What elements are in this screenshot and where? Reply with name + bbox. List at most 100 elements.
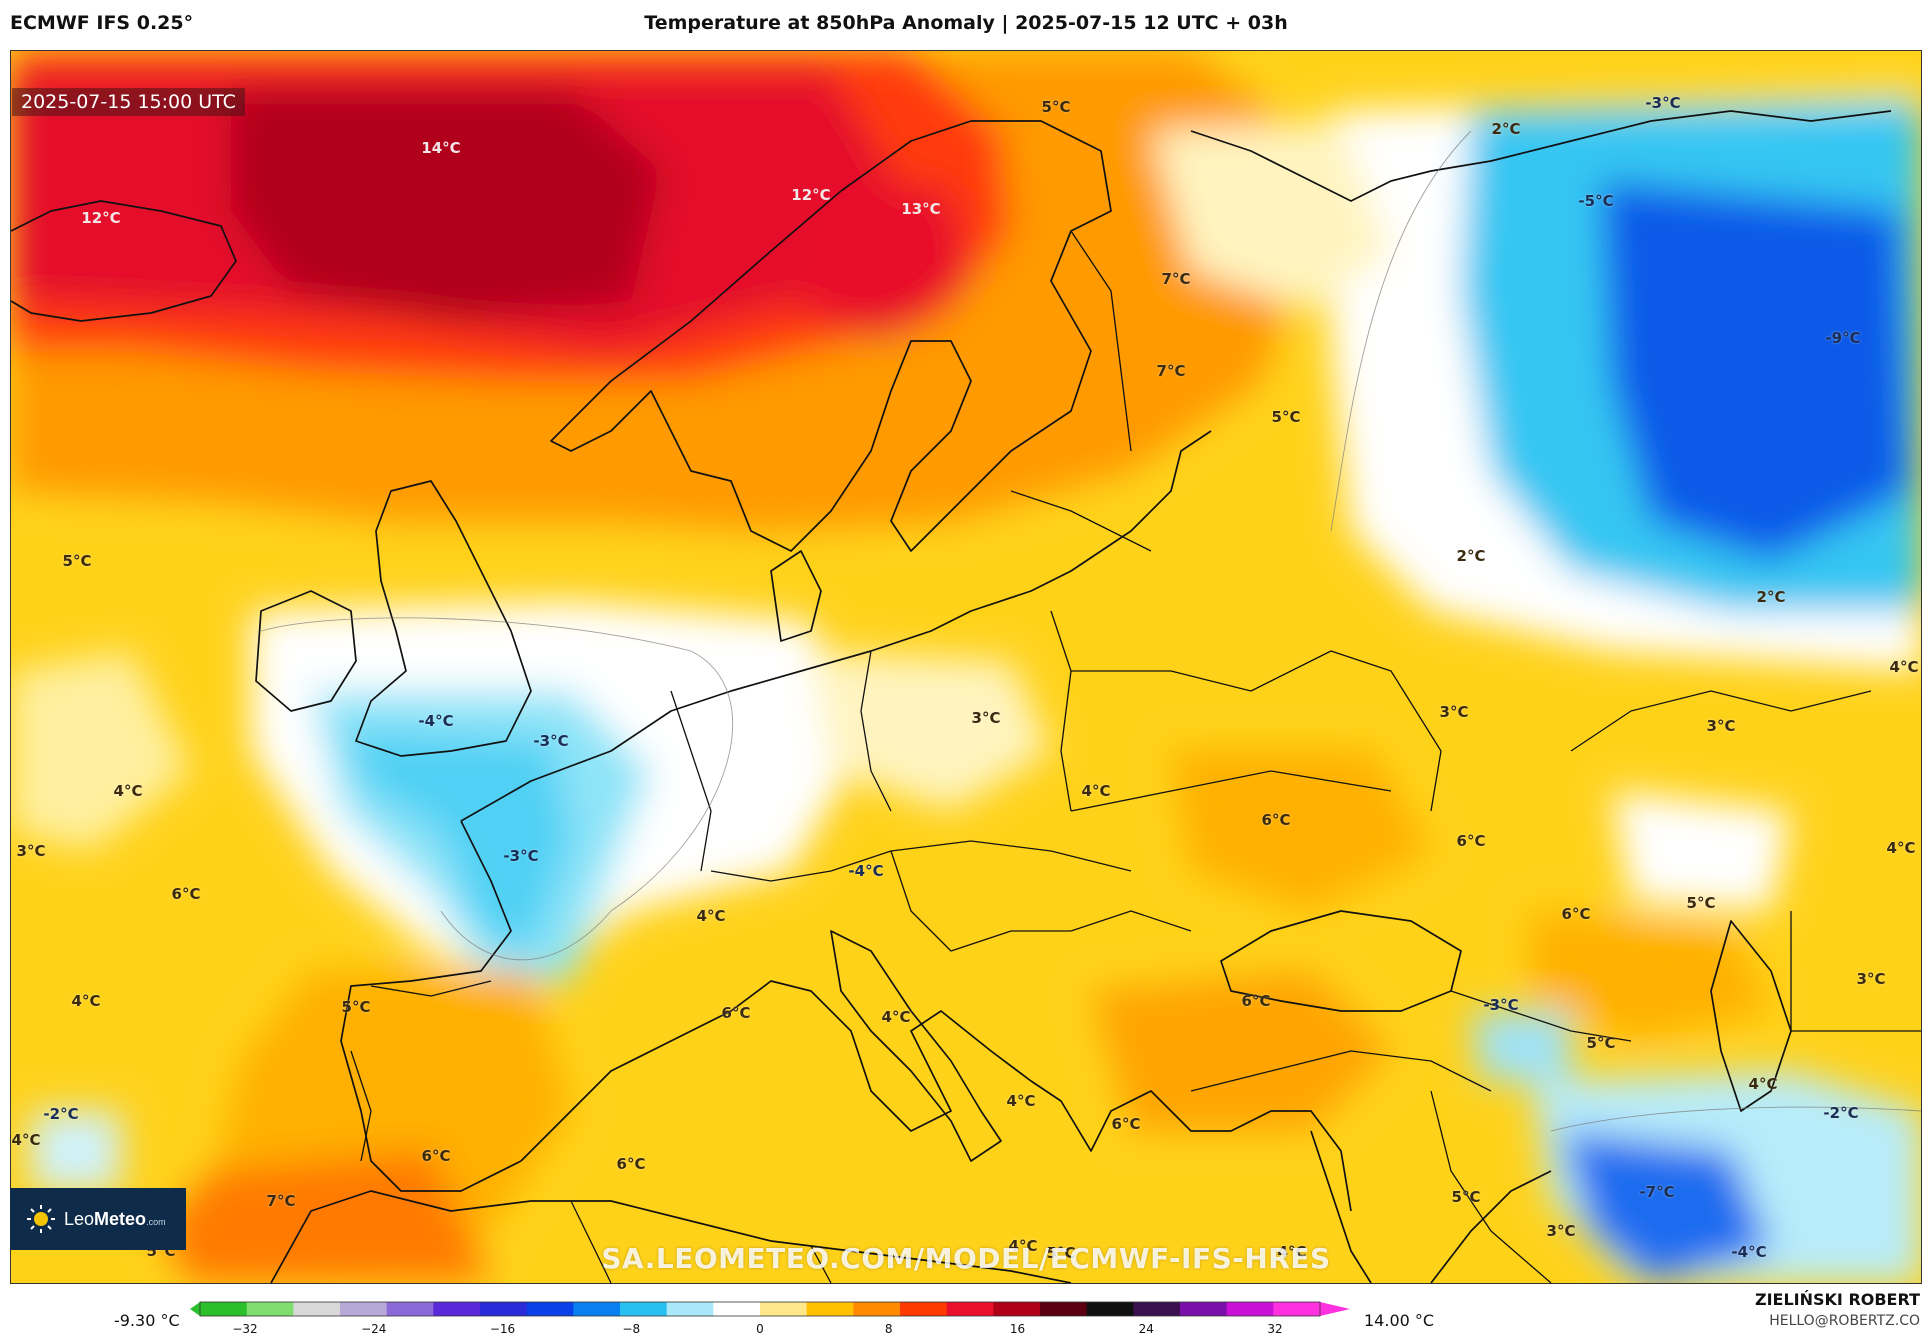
temperature-label: 2°C: [1491, 120, 1521, 138]
temperature-label: 5°C: [62, 552, 92, 570]
temperature-label: 13°C: [901, 200, 941, 218]
border-north-africa: [570, 1200, 612, 1283]
colorbar-high-arrow: [1320, 1302, 1350, 1316]
coast-levant: [1310, 1130, 1372, 1283]
colorbar-min-label: -9.30 °C: [114, 1311, 180, 1330]
border-russia-west: [1250, 650, 1442, 812]
cold-patch-caucasus: [1471, 1011, 1571, 1081]
colorbar-segment: [1040, 1302, 1088, 1316]
temperature-label: -4°C: [1731, 1243, 1767, 1261]
colorbar: [190, 1301, 1350, 1317]
temperature-label: 4°C: [1081, 782, 1111, 800]
temperature-label: -2°C: [43, 1105, 79, 1123]
colorbar-max-label: 14.00 °C: [1364, 1311, 1435, 1330]
hot-core-west: [231, 91, 661, 321]
temperature-label: 5°C: [1041, 98, 1071, 116]
coast-iceland: [11, 200, 237, 322]
border-kazakhstan: [1570, 690, 1872, 752]
coast-mediterranean-north: [520, 980, 1352, 1212]
temperature-label: 2°C: [1756, 588, 1786, 606]
temperature-label: -5°C: [1578, 192, 1614, 210]
colorbar-segment: [946, 1302, 994, 1316]
temperature-label: -2°C: [1823, 1104, 1859, 1122]
colorbar-tick-label: −32: [232, 1322, 258, 1336]
temperature-label: 6°C: [1456, 832, 1486, 850]
warm-blob-northafrica: [161, 1151, 491, 1283]
cold-patch-morocco: [31, 1111, 121, 1191]
border-poland-east: [1050, 610, 1072, 812]
temperature-label: 6°C: [171, 885, 201, 903]
colorbar-segment: [713, 1302, 761, 1316]
temperature-label: 4°C: [1886, 839, 1916, 857]
temperature-label: 12°C: [791, 186, 831, 204]
border-france-germany: [670, 690, 712, 872]
colorbar-segment: [853, 1302, 901, 1316]
colorbar-segment: [480, 1302, 528, 1316]
colorbar-segment: [760, 1302, 808, 1316]
temperature-label: 6°C: [1111, 1115, 1141, 1133]
chart-title: Temperature at 850hPa Anomaly | 2025-07-…: [644, 12, 1288, 34]
border-spain-portugal: [350, 1050, 372, 1162]
author-email[interactable]: HELLO@ROBERTZ.CO: [1769, 1313, 1920, 1329]
colorbar-tick-label: 0: [756, 1322, 764, 1336]
temperature-label: 6°C: [616, 1155, 646, 1173]
source-url-watermark: SA.LEOMETEO.COM/MODEL/ECMWF-IFS-HRES: [601, 1242, 1331, 1275]
white-patch-nrussia: [1151, 121, 1391, 311]
temperature-label: 2°C: [1456, 547, 1486, 565]
colorbar-tick-label: 16: [1009, 1322, 1026, 1336]
temperature-label: 6°C: [1241, 992, 1271, 1010]
model-name: ECMWF IFS 0.25°: [10, 12, 194, 34]
temperature-label: 4°C: [1748, 1075, 1778, 1093]
temperature-label: -7°C: [1639, 1183, 1675, 1201]
colorbar-segment: [246, 1302, 294, 1316]
colorbar-segment: [573, 1302, 621, 1316]
border-baltics: [1010, 490, 1152, 552]
border-spain-france: [370, 980, 492, 997]
map-panel[interactable]: 14°C 12°C 12°C 13°C 5°C 7°C 7°C 5°C 2°C -3°C -5°C -…: [10, 50, 1922, 1284]
colorbar-segment: [1180, 1302, 1228, 1316]
temperature-label: -4°C: [418, 712, 454, 730]
temperature-label: 6°C: [421, 1147, 451, 1165]
coast-italy: [830, 930, 1002, 1162]
coast-continent-north: [460, 430, 1212, 822]
temperature-label: 4°C: [113, 782, 143, 800]
leometeo-logo[interactable]: LeoMeteo.com: [10, 1188, 186, 1250]
author-credit: ZIELIŃSKI ROBERT: [1754, 1290, 1920, 1309]
border-balkans: [890, 850, 1192, 952]
colorbar-tick-label: −16: [489, 1322, 516, 1336]
colorbar-tick-label: 24: [1138, 1322, 1154, 1336]
colorbar-segment: [1273, 1302, 1321, 1316]
colorbar-segment: [993, 1302, 1041, 1316]
cold-core-northeast: [1601, 181, 1911, 561]
temperature-label: -4°C: [848, 862, 884, 880]
isotherm-zero-southeast: [1550, 1106, 1921, 1132]
coast-scandinavia: [550, 120, 1112, 552]
colorbar-segment: [666, 1302, 714, 1316]
temperature-label: -3°C: [503, 847, 539, 865]
border-russia-finland: [1070, 230, 1132, 452]
anomaly-shading: [11, 51, 1921, 1283]
colorbar-segment: [1086, 1302, 1134, 1316]
temperature-label: 4°C: [1889, 658, 1919, 676]
warm-blob-caspian: [1531, 911, 1771, 1041]
border-box-central-asia: [1790, 911, 1921, 1032]
colorbar-tick-label: 32: [1267, 1322, 1283, 1336]
colorbar-tick-label: −8: [622, 1322, 641, 1336]
temperature-label: 3°C: [1856, 970, 1886, 988]
colorbar-segment: [1226, 1302, 1274, 1316]
temperature-label: 4°C: [881, 1008, 911, 1026]
colorbar-segment: [900, 1302, 948, 1316]
cold-core-southeast: [1561, 1131, 1771, 1283]
temperature-label: 6°C: [721, 1004, 751, 1022]
colorbar-segment: [293, 1302, 341, 1316]
colorbar-tick-label: 8: [884, 1322, 893, 1336]
coast-ireland: [255, 590, 357, 712]
border-ukraine-north: [1070, 770, 1392, 812]
coast-caspian: [1710, 920, 1792, 1112]
border-caucasus: [1450, 990, 1632, 1042]
temperature-label: 3°C: [1706, 717, 1736, 735]
coast-continent-west: [340, 820, 522, 1192]
colorbar-tick-label: −24: [361, 1322, 387, 1336]
temperature-label: 5°C: [1586, 1034, 1616, 1052]
colorbar-low-arrow: [190, 1302, 200, 1316]
